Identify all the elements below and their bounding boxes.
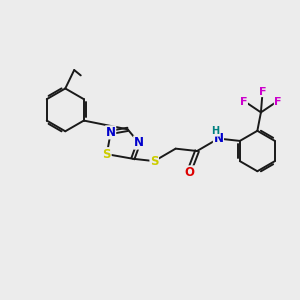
Text: N: N xyxy=(134,136,144,149)
Text: S: S xyxy=(150,154,158,168)
Text: O: O xyxy=(184,166,195,179)
Text: F: F xyxy=(274,97,282,107)
Text: N: N xyxy=(106,126,116,139)
Text: H: H xyxy=(211,126,219,136)
Text: N: N xyxy=(213,132,224,145)
Text: S: S xyxy=(103,148,111,161)
Text: F: F xyxy=(240,97,247,107)
Text: F: F xyxy=(259,87,266,97)
